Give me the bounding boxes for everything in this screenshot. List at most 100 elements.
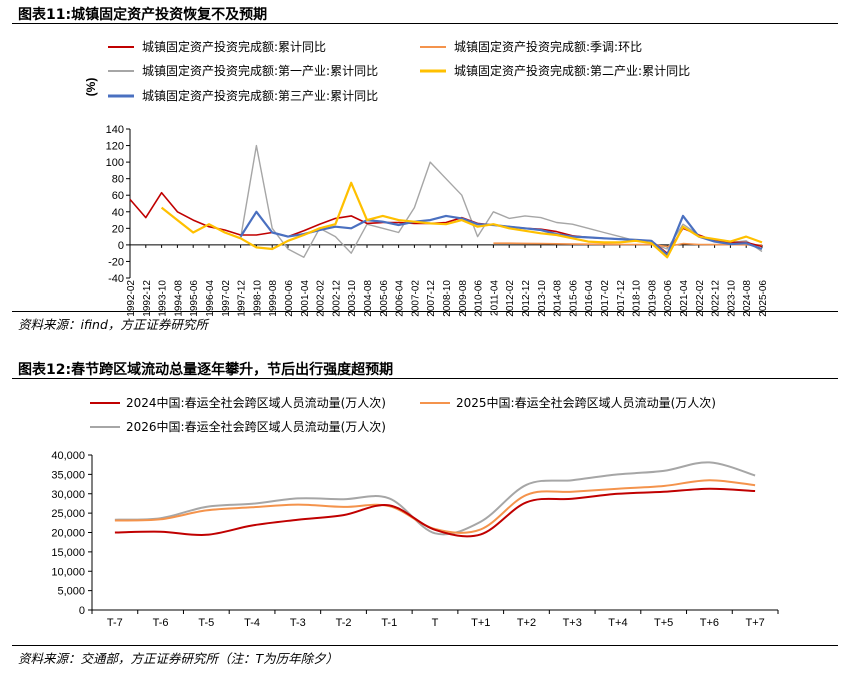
figure2-top-rule [12, 378, 838, 379]
chart1-legend: 城镇固定资产投资完成额:累计同比 城镇固定资产投资完成额:季调:环比城镇固定资产投… [108, 39, 690, 103]
series-line-1 [114, 487, 756, 538]
x-tick-label: 2002-02 [316, 280, 327, 317]
y-tick-label: 25,000 [51, 508, 85, 520]
x-tick-label: 2003-10 [347, 280, 358, 317]
x-tick-label: T+2 [517, 617, 536, 629]
x-tick-label: 2025-06 [758, 280, 769, 317]
y-tick-label: 100 [106, 157, 124, 169]
x-tick-label: 2018-10 [632, 280, 643, 317]
y-tick-label: 20 [112, 223, 124, 235]
legend-label-series-5: 城镇固定资产投资完成额:第三产业:累计同比 [142, 88, 378, 103]
x-tick-label: 2022-02 [695, 280, 706, 317]
y-tick-label: 80 [112, 174, 124, 186]
y-tick-label: 20,000 [51, 528, 85, 540]
series-line-5 [239, 210, 763, 256]
legend-label-series-2: 2025中国:春运全社会跨区域人员流动量(万人次) [456, 395, 716, 410]
y-tick-label: 15,000 [51, 547, 85, 559]
x-tick-label: 1993-10 [158, 280, 169, 317]
y-tick-label: 60 [112, 190, 124, 202]
y-tick-label: 30,000 [51, 489, 85, 501]
x-tick-label: T+7 [746, 617, 765, 629]
x-tick-label: 2007-12 [426, 280, 437, 317]
y-tick-label: 40 [112, 207, 124, 219]
x-tick-label: T-2 [336, 617, 352, 629]
y-tick-label: 35,000 [51, 469, 85, 481]
x-tick-label: T+1 [471, 617, 490, 629]
figure1-bottom-rule [12, 311, 838, 312]
figure1-top-rule [12, 23, 838, 24]
series-line-3 [239, 144, 763, 258]
x-tick-label: 2020-06 [663, 280, 674, 317]
x-tick-label: T-3 [290, 617, 306, 629]
x-tick-label: 2006-04 [395, 280, 406, 317]
y-tick-label: 120 [106, 141, 124, 153]
x-tick-label: 2007-02 [410, 280, 421, 317]
x-tick-label: T [432, 617, 439, 629]
y-tick-label: 10,000 [51, 566, 85, 578]
x-tick-label: 2017-02 [600, 280, 611, 317]
x-tick-label: T+6 [700, 617, 719, 629]
x-tick-label: 1997-02 [221, 280, 232, 317]
figure2-source: 资料来源：交通部，方正证券研究所（注：T为历年除夕） [18, 651, 339, 666]
x-tick-label: 1992-12 [142, 280, 153, 317]
x-tick-label: 1992-02 [126, 280, 137, 317]
x-tick-label: T-5 [198, 617, 214, 629]
x-tick-label: 2012-12 [521, 280, 532, 317]
x-tick-label: 1997-12 [237, 280, 248, 317]
chart2-svg: 2024中国:春运全社会跨区域人员流动量(万人次) 2025中国:春运全社会跨区域… [51, 395, 779, 629]
x-tick-label: 1998-10 [252, 280, 263, 317]
x-tick-label: T-7 [107, 617, 123, 629]
x-tick-label: 1995-06 [189, 280, 200, 317]
series-line-1 [129, 191, 763, 254]
y-tick-label: 0 [79, 605, 85, 617]
x-tick-label: 2011-04 [489, 280, 500, 316]
x-tick-label: 2014-08 [553, 280, 564, 317]
x-tick-label: 2016-04 [584, 280, 595, 317]
x-tick-label: T-6 [153, 617, 169, 629]
x-tick-label: 2009-08 [458, 280, 469, 317]
x-tick-label: 2015-06 [568, 280, 579, 317]
series-line-3 [114, 461, 756, 536]
chart1-svg: 城镇固定资产投资完成额:累计同比 城镇固定资产投资完成额:季调:环比城镇固定资产投… [84, 39, 769, 317]
legend-label-series-4: 城镇固定资产投资完成额:第二产业:累计同比 [454, 63, 690, 78]
x-tick-label: 2022-12 [711, 280, 722, 317]
x-tick-label: 2019-08 [647, 280, 658, 317]
x-tick-label: 2013-10 [537, 280, 548, 317]
figure2-title: 图表12:春节跨区域流动总量逐年攀升，节后出行强度超预期 [18, 362, 394, 378]
x-tick-label: 2024-08 [742, 280, 753, 317]
x-tick-label: T+4 [608, 617, 627, 629]
x-tick-label: 1999-08 [268, 280, 279, 317]
y-tick-label: 40,000 [51, 450, 85, 462]
y-tick-label: 140 [106, 124, 124, 136]
legend-label-series-2: 城镇固定资产投资完成额:季调:环比 [454, 39, 642, 54]
figure1-title: 图表11:城镇固定资产投资恢复不及预期 [18, 7, 268, 23]
x-tick-label: 1994-08 [173, 280, 184, 317]
y-tick-label: 0 [118, 240, 124, 252]
x-tick-label: 2001-04 [300, 280, 311, 317]
y-tick-label: -40 [108, 273, 124, 285]
y-tick-label: -20 [108, 256, 124, 268]
x-tick-label: 2021-04 [679, 280, 690, 317]
figure2-bottom-rule [12, 645, 838, 646]
x-tick-label: 2005-06 [379, 280, 390, 317]
x-tick-label: 2008-10 [442, 280, 453, 317]
chart2-legend: 2024中国:春运全社会跨区域人员流动量(万人次) 2025中国:春运全社会跨区域… [90, 395, 716, 434]
figure1-source: 资料来源：ifind，方正证券研究所 [18, 317, 208, 332]
x-tick-label: 2000-06 [284, 280, 295, 317]
x-tick-label: 1996-04 [205, 280, 216, 317]
x-tick-label: 2012-02 [505, 280, 516, 317]
y-tick-label: 5,000 [57, 586, 85, 598]
legend-label-series-3: 城镇固定资产投资完成额:第一产业:累计同比 [142, 63, 378, 78]
x-tick-label: T+5 [654, 617, 673, 629]
x-tick-label: 2002-12 [331, 280, 342, 317]
x-tick-label: 2017-12 [616, 280, 627, 317]
x-tick-label: 2010-06 [474, 280, 485, 317]
x-tick-label: 2023-10 [726, 280, 737, 317]
y-axis-label: (%) [84, 78, 98, 97]
legend-label-series-1: 城镇固定资产投资完成额:累计同比 [142, 39, 326, 54]
legend-label-series-1: 2024中国:春运全社会跨区域人员流动量(万人次) [126, 395, 386, 410]
x-tick-label: T+3 [563, 617, 582, 629]
x-tick-label: T-4 [244, 617, 260, 629]
legend-label-series-3: 2026中国:春运全社会跨区域人员流动量(万人次) [126, 419, 386, 434]
x-tick-label: 2004-08 [363, 280, 374, 317]
